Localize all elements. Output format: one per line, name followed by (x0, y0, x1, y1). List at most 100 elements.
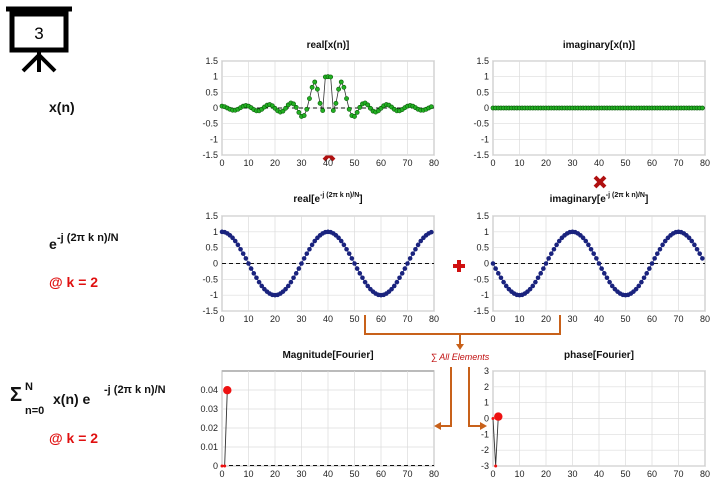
x-tick-label: 80 (429, 158, 439, 168)
x-tick-label: 0 (490, 158, 495, 168)
data-point (293, 104, 299, 110)
slide-number: 3 (34, 24, 43, 43)
data-point (320, 108, 326, 113)
data-point (283, 286, 288, 292)
y-tick-label: -1 (481, 429, 489, 439)
data-point (291, 101, 296, 107)
x-tick-label: 0 (490, 469, 495, 479)
data-point (338, 79, 344, 85)
x-tick-label: 10 (243, 158, 253, 168)
data-point (293, 271, 299, 276)
data-point (697, 251, 702, 256)
data-point (490, 261, 496, 266)
label-sum-body: x(n) e (53, 391, 91, 407)
y-tick-label: -2 (481, 445, 489, 455)
data-point (633, 286, 639, 292)
chart-magnitude: 0 10 20 30 40 50 60 70 80 0.04 0.03 0.02 0.01 0 Magnit… (200, 350, 439, 479)
data-point (699, 105, 705, 111)
x-tick-label: 10 (514, 158, 524, 168)
multiply-icon-right (593, 175, 607, 189)
x-tick-label: 70 (402, 469, 412, 479)
data-point (410, 251, 416, 256)
data-point (259, 283, 265, 289)
y-tick-label: -1.5 (473, 150, 489, 160)
label-kernel-base: e (49, 236, 57, 252)
y-tick-label: 0 (484, 259, 489, 269)
data-point (256, 279, 262, 285)
x-tick-label: 80 (700, 314, 710, 324)
x-tick-label: 30 (296, 158, 306, 168)
data-point (314, 86, 320, 92)
label-sum-exp: -j (2π k n)/N (104, 384, 166, 396)
y-tick-label: 0.04 (200, 385, 218, 395)
data-point (283, 105, 288, 111)
x-tick-label: 40 (594, 314, 604, 324)
data-point (360, 275, 365, 281)
data-point (354, 109, 360, 115)
x-tick-label: 10 (243, 469, 253, 479)
data-point (498, 275, 504, 281)
y-tick-label: -1 (481, 134, 489, 144)
data-point (660, 242, 665, 248)
data-point (389, 286, 394, 292)
data-point (301, 256, 307, 261)
x-tick-label: 40 (594, 158, 604, 168)
data-point (494, 464, 498, 468)
chart-title: real[x(n)] (307, 40, 350, 51)
data-point (530, 283, 536, 289)
data-point (307, 96, 312, 101)
data-point (607, 279, 612, 285)
data-point (336, 235, 341, 241)
y-tick-label: -1 (210, 134, 218, 144)
plus-icon (453, 260, 465, 272)
y-tick-label: 0 (484, 414, 489, 424)
x-tick-label: 80 (700, 469, 710, 479)
data-point (609, 283, 615, 289)
y-tick-label: 0 (213, 103, 218, 113)
data-point (604, 275, 610, 281)
y-tick-label: 1.5 (476, 211, 489, 221)
data-point (352, 261, 357, 266)
x-tick-label: 40 (323, 469, 333, 479)
y-tick-label: -1 (481, 290, 489, 300)
x-tick-label: 70 (673, 469, 683, 479)
data-point (254, 275, 259, 281)
x-tick-label: 40 (323, 158, 333, 168)
data-point (246, 261, 251, 266)
data-point (394, 279, 400, 285)
y-tick-label: -3 (481, 461, 489, 471)
data-point (583, 238, 589, 244)
x-tick-label: 70 (402, 314, 412, 324)
data-point (692, 242, 697, 248)
x-tick-label: 60 (647, 469, 657, 479)
data-point (541, 266, 546, 271)
x-tick-label: 30 (567, 469, 577, 479)
data-point (533, 279, 538, 285)
highlight-point (494, 412, 503, 421)
data-point (304, 106, 310, 112)
y-tick-label: 0.02 (200, 423, 218, 433)
data-point (285, 283, 291, 289)
data-point (346, 106, 352, 112)
data-point (405, 261, 410, 266)
data-point (309, 242, 315, 248)
data-point (652, 256, 657, 261)
x-tick-label: 30 (567, 158, 577, 168)
label-sum-all: ∑ All Elements (431, 352, 490, 362)
data-point (551, 246, 557, 252)
y-tick-label: 2 (484, 382, 489, 392)
data-point (296, 266, 302, 271)
data-point (543, 261, 549, 266)
data-point (641, 275, 647, 281)
x-tick-label: 30 (567, 314, 577, 324)
data-point (694, 246, 700, 252)
x-tick-label: 20 (541, 314, 551, 324)
data-point (700, 256, 705, 261)
x-tick-label: 80 (429, 469, 439, 479)
data-point (556, 238, 562, 244)
data-point (346, 251, 352, 256)
data-point (596, 261, 602, 266)
label-xn: x(n) (49, 99, 75, 115)
x-tick-label: 60 (647, 314, 657, 324)
label-k-note-2: @ k = 2 (49, 430, 98, 446)
